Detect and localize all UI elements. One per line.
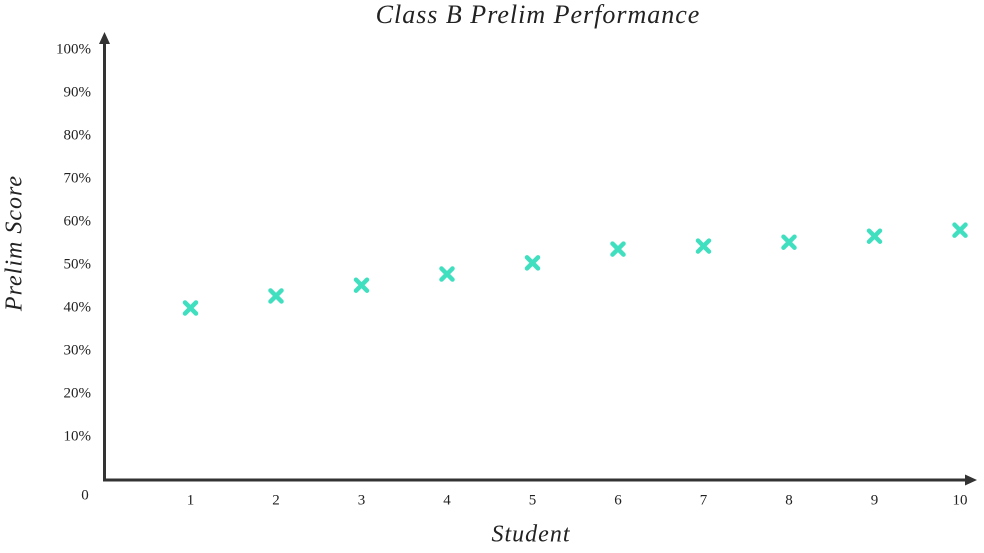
x-tick-label: 7: [700, 492, 708, 508]
chart-title: Class B Prelim Performance: [376, 0, 701, 29]
point: [439, 266, 455, 282]
x-tick-label: 8: [785, 492, 793, 508]
point: [866, 228, 883, 244]
point: [695, 238, 712, 254]
y-tick-label: 20%: [64, 385, 92, 401]
y-tick-label: 10%: [64, 428, 92, 444]
y-axis-arrow: [99, 32, 110, 44]
y-tick-label: 90%: [64, 84, 92, 100]
x-tick-label: 9: [871, 492, 879, 508]
x-tick-label: 6: [614, 492, 622, 508]
x-tick-label: 1: [187, 492, 195, 508]
y-tick-label: 80%: [64, 127, 92, 143]
y-tick-label: 30%: [64, 342, 92, 358]
x-tick-label: 10: [953, 492, 968, 508]
point: [182, 300, 199, 316]
x-axis-title: Student: [492, 522, 571, 548]
y-tick-label: 70%: [64, 170, 92, 186]
x-tick-label: 2: [272, 492, 280, 508]
y-axis-title: Prelim Score: [2, 175, 28, 312]
x-axis-arrow: [965, 474, 977, 486]
origin-label: 0: [81, 487, 89, 503]
y-tick-label: 100%: [56, 41, 91, 57]
y-tick-label: 50%: [64, 256, 92, 272]
point: [524, 255, 541, 271]
point: [268, 288, 284, 304]
x-tick-label: 5: [529, 492, 537, 508]
point: [781, 234, 797, 250]
point: [952, 222, 968, 238]
x-tick-label: 4: [443, 492, 451, 508]
x-tick-label: 3: [358, 492, 366, 508]
y-tick-label: 40%: [64, 299, 92, 315]
y-tick-label: 60%: [64, 213, 92, 229]
point: [353, 277, 370, 293]
point: [610, 241, 626, 257]
